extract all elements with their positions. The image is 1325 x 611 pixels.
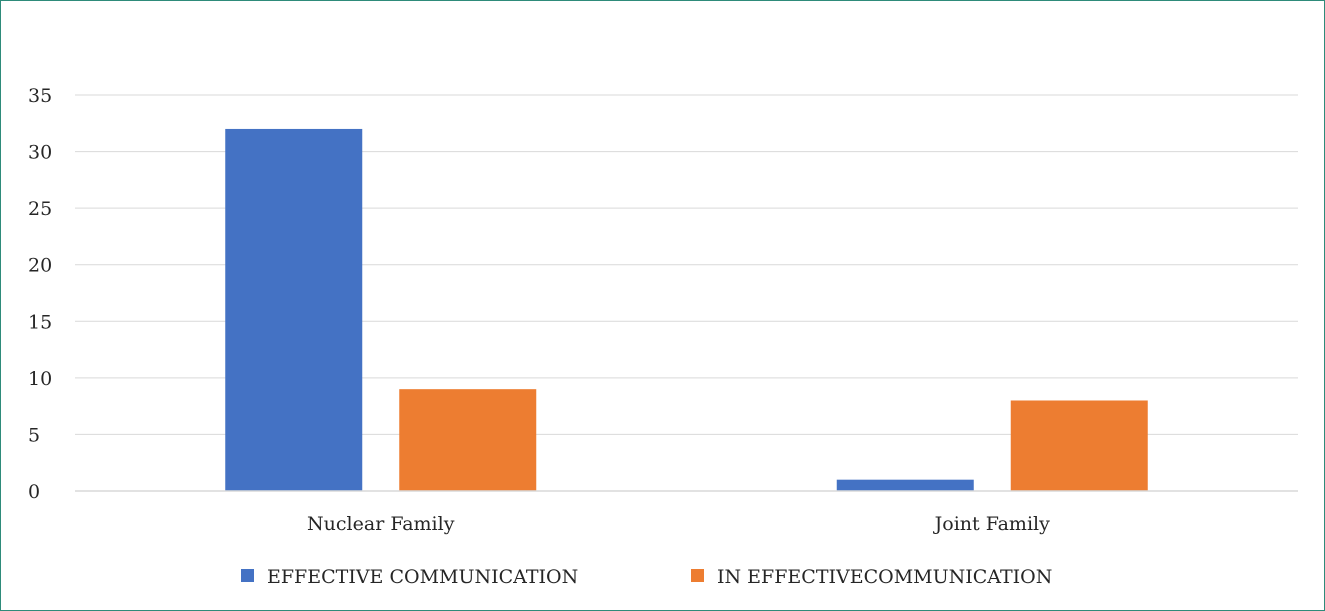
bar: [225, 128, 363, 491]
y-axis-ticks: 0 5 10 15 20 25 30 35: [28, 85, 52, 503]
legend-swatch: [241, 569, 254, 582]
y-tick-label: 5: [28, 424, 40, 446]
y-tick-label: 15: [28, 311, 52, 333]
legend-swatch: [691, 569, 704, 582]
legend: EFFECTIVE COMMUNICATION IN EFFECTIVECOMMU…: [241, 566, 1052, 588]
bar: [1010, 400, 1148, 491]
bars: [225, 128, 1148, 491]
y-tick-label: 10: [28, 368, 52, 390]
y-tick-label: 20: [28, 255, 52, 277]
legend-label: EFFECTIVE COMMUNICATION: [267, 566, 578, 588]
y-tick-label: 30: [28, 142, 52, 164]
bar: [399, 389, 537, 491]
x-category-label: Joint Family: [933, 513, 1050, 535]
y-tick-label: 35: [28, 85, 52, 107]
y-tick-label: 25: [28, 198, 52, 220]
bar: [836, 479, 974, 491]
legend-label: IN EFFECTIVECOMMUNICATION: [717, 566, 1052, 588]
x-category-label: Nuclear Family: [307, 513, 455, 535]
y-tick-label: 0: [28, 481, 40, 503]
x-axis-categories: Nuclear Family Joint Family: [307, 513, 1050, 535]
